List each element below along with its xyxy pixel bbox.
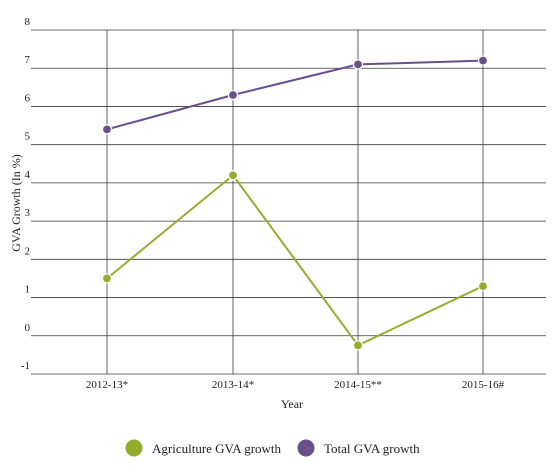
y-tick-label: 2 [25, 245, 31, 257]
series-points [101, 55, 489, 351]
series-lines [106, 59, 484, 347]
y-tick-label: 5 [25, 131, 31, 143]
y-tick-label: 1 [25, 284, 31, 296]
y-tick-label: 4 [25, 169, 31, 181]
y-axis-label: GVA Growth (In %) [9, 154, 23, 251]
y-tick-label: 6 [25, 92, 31, 104]
series-line-total [106, 59, 484, 131]
data-point [101, 124, 113, 135]
series-line-agriculture [106, 174, 484, 347]
grid-lines [31, 29, 546, 375]
data-point [477, 55, 489, 66]
data-point [101, 273, 113, 284]
legend-label: Total GVA growth [324, 441, 420, 456]
x-tick-label: 2015-16# [462, 379, 505, 391]
data-point [477, 280, 489, 292]
legend-label: Agriculture GVA growth [152, 441, 282, 456]
x-tick-label: 2014-15** [334, 379, 382, 391]
data-point [227, 170, 239, 181]
x-tick-labels: 2012-13* 2013-14* 2014-15** 2015-16# [86, 379, 505, 391]
x-tick-label: 2013-14* [212, 379, 254, 391]
x-axis-label: Year [281, 397, 303, 411]
legend-swatch [297, 439, 315, 457]
data-point [352, 340, 364, 351]
legend-swatch [125, 439, 143, 457]
y-tick-label: 0 [25, 322, 31, 334]
x-tick-label: 2012-13* [86, 379, 128, 391]
y-tick-label: -1 [21, 360, 30, 372]
y-tick-label: 3 [25, 207, 31, 219]
y-tick-label: 8 [25, 16, 31, 28]
y-tick-label: 7 [25, 54, 31, 66]
data-point [227, 89, 239, 101]
legend: Agriculture GVA growth Total GVA growth [125, 439, 420, 457]
data-point [352, 59, 364, 70]
y-tick-labels: -1 0 1 2 3 4 5 6 7 8 [21, 16, 31, 372]
